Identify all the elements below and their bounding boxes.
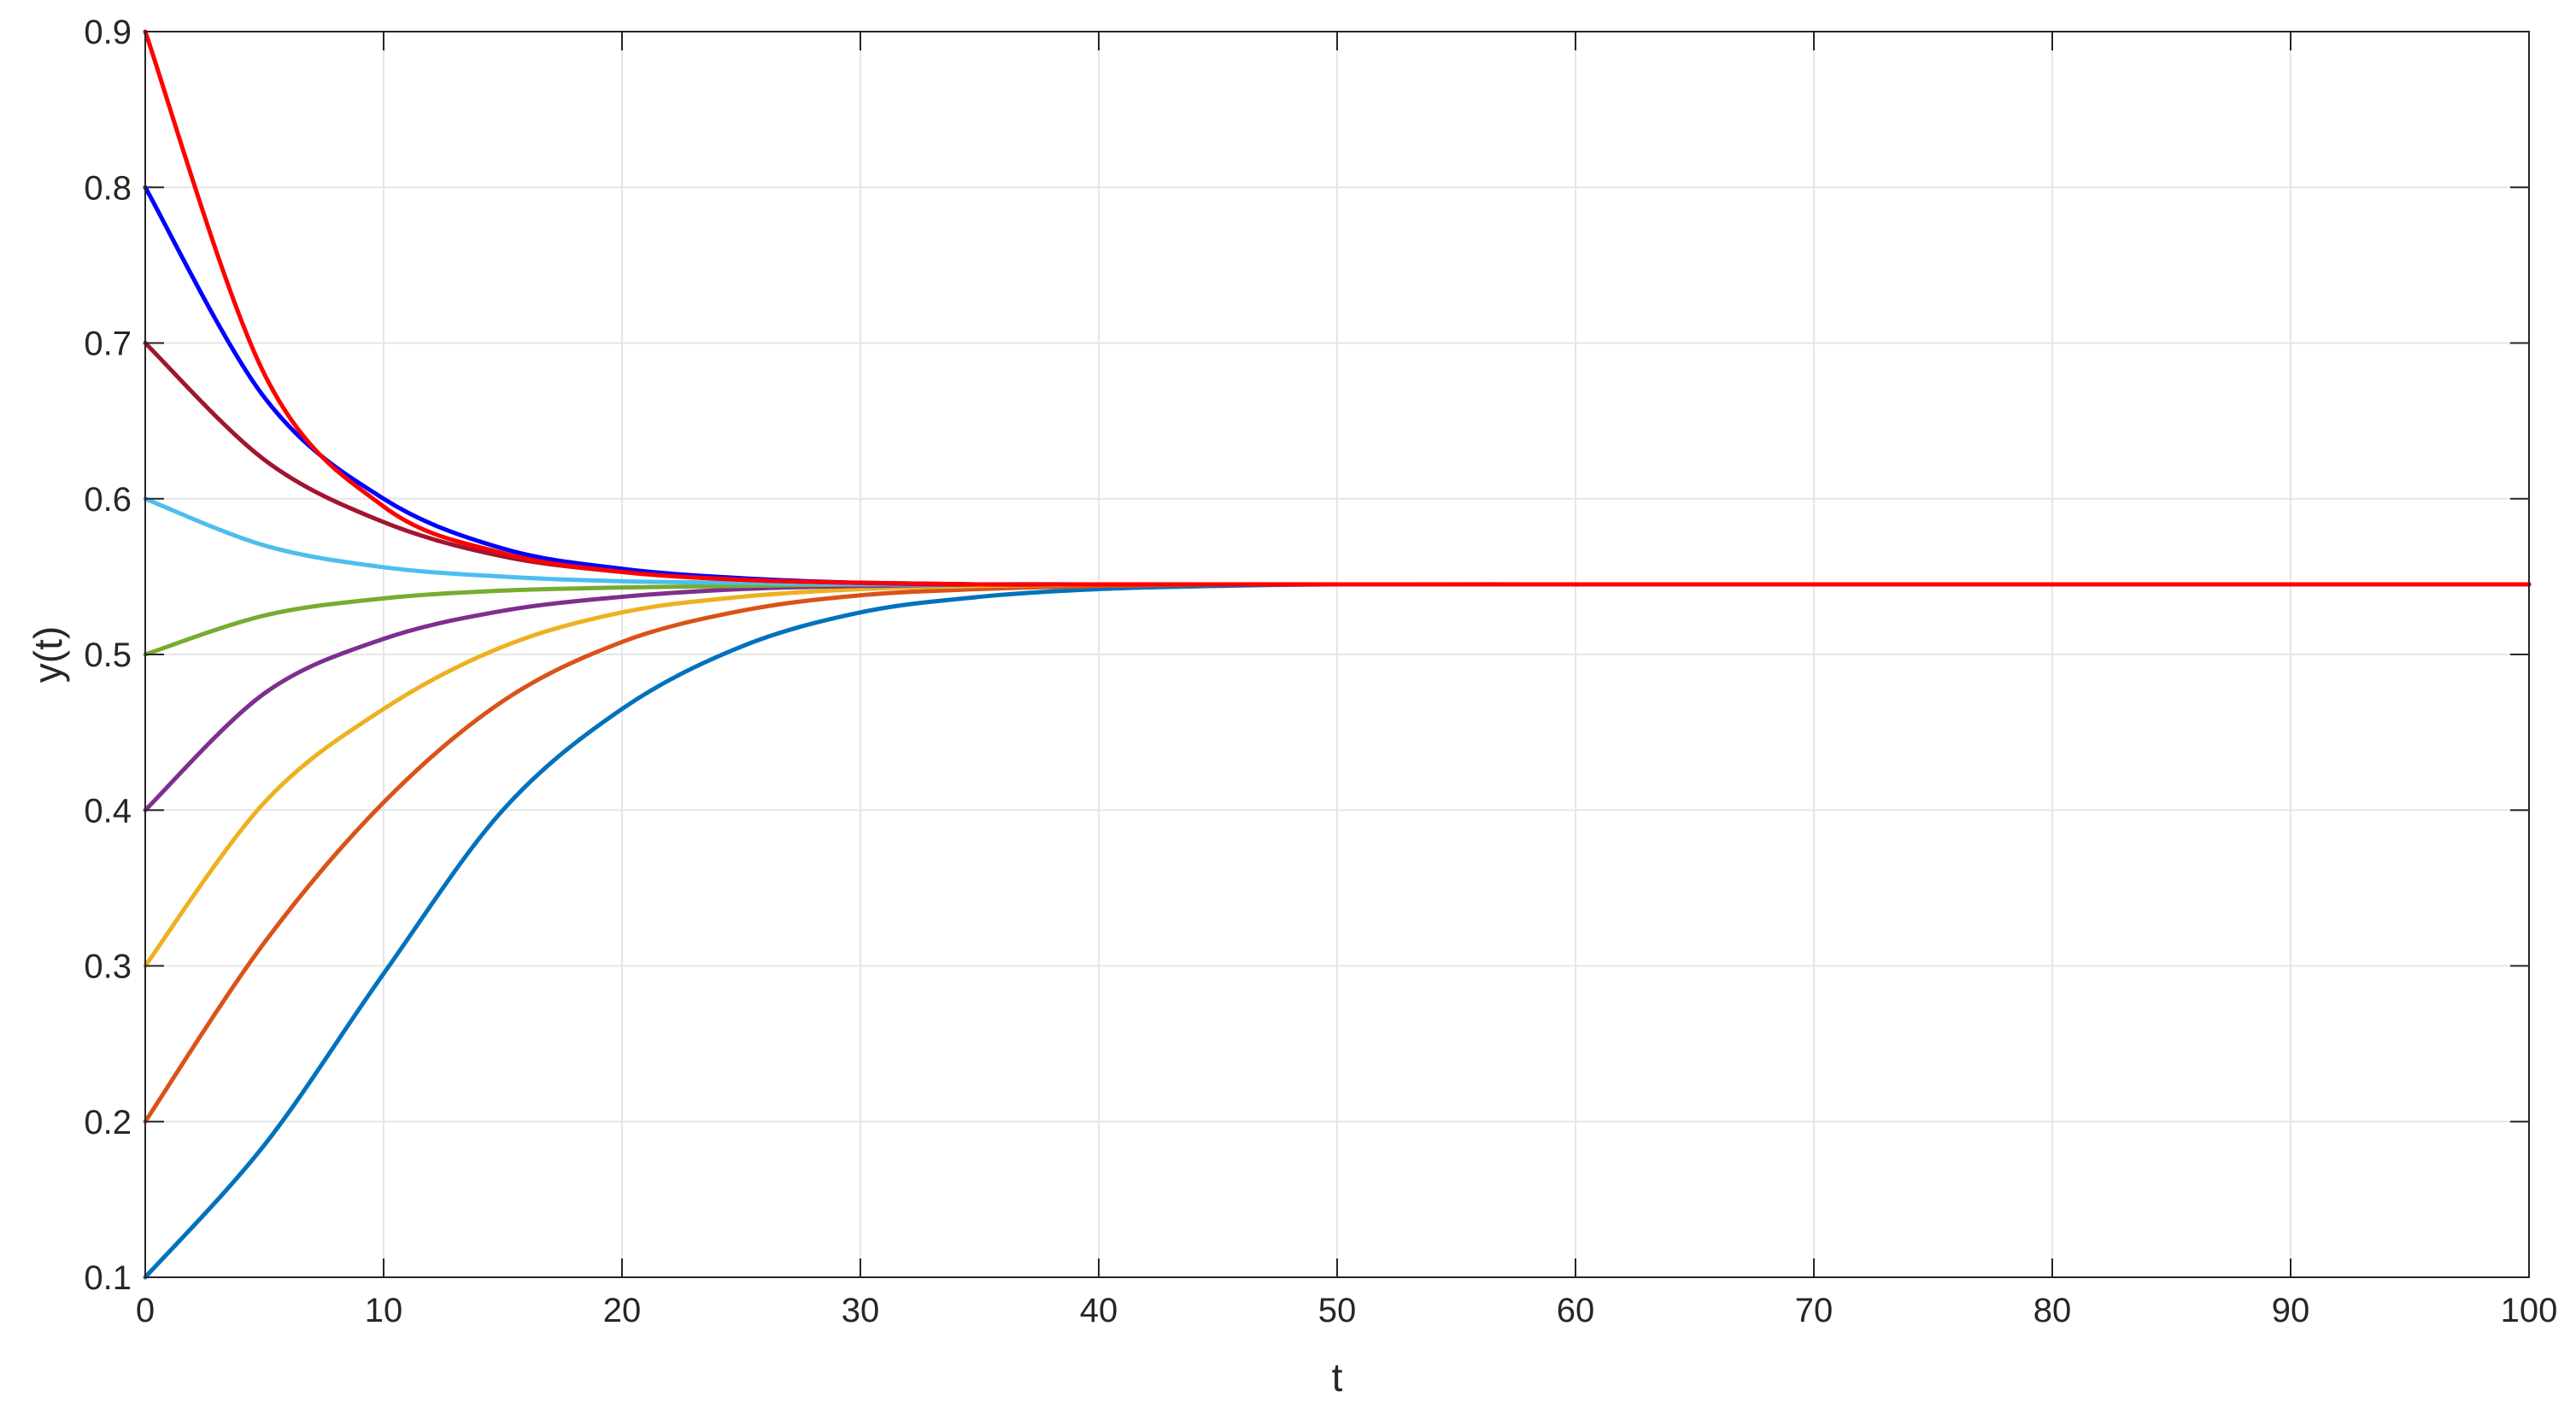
y-tick-label: 0.7 [84,326,132,363]
x-tick-label: 100 [2501,1292,2558,1329]
y-tick-label: 0.5 [84,637,132,674]
x-tick-label: 10 [365,1292,403,1329]
grid-lines [145,32,2529,1277]
y-tick-label: 0.1 [84,1259,132,1297]
y-tick-label: 0.9 [84,14,132,51]
y-tick-label: 0.4 [84,792,132,830]
tick-marks [144,31,2530,1278]
x-tick-label: 90 [2272,1292,2310,1329]
series-line-9 [143,29,2532,587]
x-tick-label: 0 [136,1292,155,1329]
y-tick-label: 0.6 [84,481,132,519]
x-tick-label: 40 [1080,1292,1118,1329]
y-tick-label: 0.2 [84,1104,132,1141]
x-tick-label: 50 [1318,1292,1357,1329]
y-tick-label: 0.3 [84,948,132,986]
x-tick-label: 60 [1557,1292,1595,1329]
x-tick-label: 80 [2033,1292,2072,1329]
y-tick-label: 0.8 [84,169,132,207]
series-layer [143,29,2532,1280]
y-axis-label: y(t) [26,626,70,683]
x-tick-label: 70 [1795,1292,1834,1329]
x-axis-label: t [1332,1355,1343,1399]
y-tick-labels: 0.1 0.2 0.3 0.4 0.5 0.6 0.7 0.8 0.9 [84,14,132,1297]
x-tick-label: 30 [842,1292,880,1329]
x-tick-labels: 0 10 20 30 40 50 60 70 80 90 100 [136,1292,2558,1329]
x-tick-label: 20 [603,1292,642,1329]
